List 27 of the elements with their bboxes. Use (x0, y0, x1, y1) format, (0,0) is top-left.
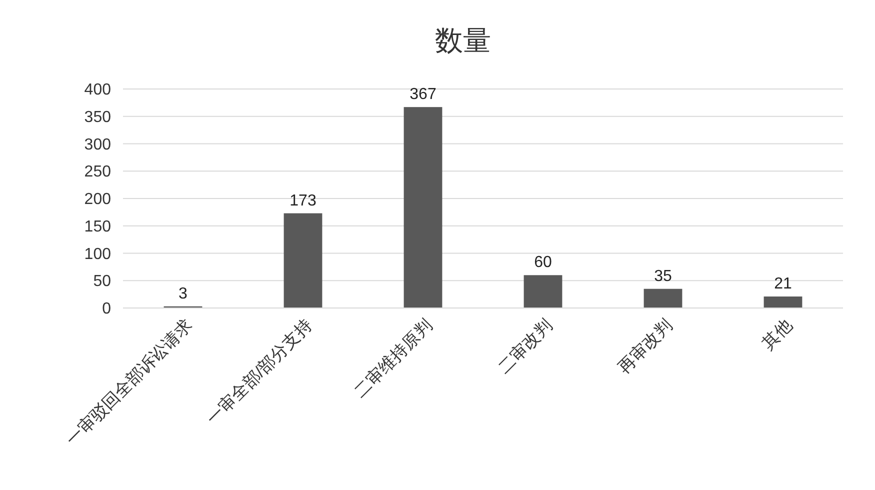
x-tick-label: 其他 (758, 316, 796, 354)
bar (644, 288, 682, 308)
x-tick-label: 再审改判 (614, 316, 676, 378)
data-label: 3 (178, 285, 188, 302)
y-tick-label: 200 (84, 191, 112, 208)
x-tick-label: 二审改判 (494, 316, 556, 378)
y-tick-label: 300 (84, 136, 112, 154)
x-tick-label: 二审维持原判 (350, 316, 436, 402)
bar (524, 275, 562, 308)
y-tick-label: 400 (84, 82, 112, 99)
bar (284, 213, 322, 308)
data-label: 60 (534, 254, 552, 272)
chart-title: 数量 (435, 25, 491, 56)
data-label: 21 (774, 276, 792, 293)
y-tick-label: 50 (93, 273, 112, 290)
y-tick-label: 0 (102, 300, 112, 318)
y-tick-label: 350 (84, 108, 112, 126)
bar (404, 107, 442, 308)
data-label: 35 (654, 268, 672, 285)
data-label: 367 (410, 86, 436, 104)
y-tick-label: 100 (84, 246, 112, 263)
data-label: 173 (290, 192, 316, 210)
x-tick-label: 一审全部/部分支持 (203, 316, 316, 429)
y-tick-label: 250 (84, 164, 112, 181)
bar (764, 296, 802, 308)
y-tick-label: 150 (84, 218, 112, 236)
x-tick-label: 一审驳回全部诉讼请求 (62, 316, 196, 450)
